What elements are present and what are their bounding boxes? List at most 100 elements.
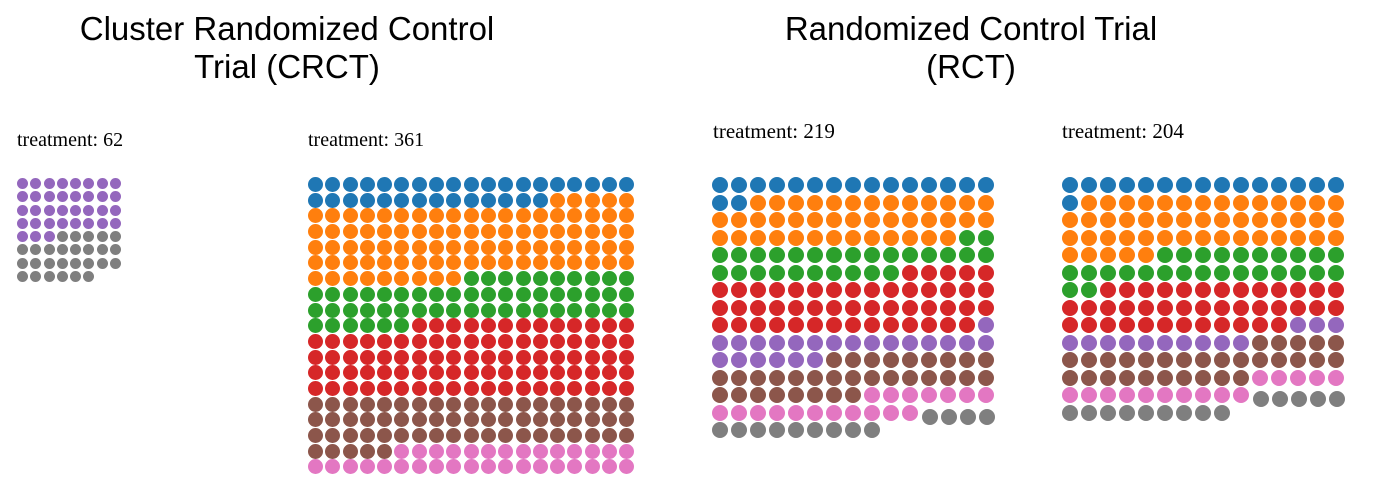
waffle-row: [308, 302, 637, 318]
pink-dot: [1157, 387, 1173, 403]
orange-dot: [712, 212, 728, 228]
orange-dot: [750, 229, 766, 246]
gray-dot: [96, 257, 108, 269]
red-dot: [446, 333, 462, 349]
blue-dot: [446, 192, 462, 208]
pink-dot: [1252, 369, 1268, 386]
green-dot: [480, 286, 496, 302]
gray-dot: [56, 271, 68, 283]
gray-dot: [83, 257, 95, 269]
brown-dot: [567, 428, 583, 443]
brown-dot: [429, 396, 445, 412]
orange-dot: [1214, 229, 1230, 246]
blue-dot: [325, 177, 341, 192]
brown-dot: [1119, 369, 1135, 386]
blue-dot: [550, 177, 566, 192]
orange-dot: [788, 229, 804, 246]
green-dot: [446, 286, 462, 302]
red-dot: [394, 333, 410, 349]
red-dot: [480, 349, 496, 365]
green-dot: [883, 264, 899, 281]
red-dot: [1214, 317, 1230, 333]
purple-dot: [96, 191, 108, 203]
brown-dot: [1195, 369, 1211, 386]
pink-dot: [480, 459, 496, 475]
red-dot: [1119, 317, 1135, 333]
brown-dot: [1062, 369, 1078, 386]
orange-dot: [342, 208, 358, 224]
blue-dot: [1290, 177, 1306, 193]
orange-dot: [584, 192, 600, 208]
purple-dot: [110, 191, 122, 203]
purple-dot: [1214, 334, 1230, 351]
green-dot: [1100, 264, 1116, 281]
orange-dot: [602, 192, 618, 208]
gray-dot: [70, 257, 82, 269]
blue-dot: [883, 177, 899, 193]
rct-title-line-1: Randomized Control Trial: [784, 10, 1158, 47]
green-dot: [883, 247, 899, 263]
green-dot: [515, 302, 531, 318]
red-dot: [769, 317, 785, 333]
orange-dot: [1176, 229, 1192, 246]
red-dot: [619, 318, 635, 334]
waffle-row: [1062, 229, 1347, 246]
brown-dot: [429, 412, 445, 428]
red-dot: [463, 349, 479, 365]
brown-dot: [769, 369, 785, 386]
purple-dot: [1309, 317, 1325, 333]
gray-dot: [43, 257, 55, 269]
purple-dot: [43, 231, 55, 243]
red-dot: [463, 365, 479, 381]
blue-dot: [325, 192, 341, 208]
brown-dot: [411, 428, 427, 443]
green-dot: [498, 302, 514, 318]
green-dot: [1328, 247, 1344, 263]
brown-dot: [1290, 352, 1306, 368]
brown-dot: [342, 428, 358, 443]
red-dot: [1119, 282, 1135, 298]
pink-dot: [584, 459, 600, 475]
green-dot: [940, 247, 956, 263]
pink-dot: [959, 387, 975, 403]
pink-dot: [883, 387, 899, 403]
waffle-row: [712, 194, 997, 211]
red-dot: [532, 318, 548, 334]
dot-grid: [17, 178, 123, 284]
brown-dot: [921, 352, 937, 368]
red-dot: [788, 282, 804, 298]
crct-panel-title: Cluster Randomized Control Trial (CRCT): [47, 10, 527, 86]
red-dot: [883, 299, 899, 316]
waffle-row: [308, 333, 637, 349]
gray-dot: [769, 422, 785, 438]
purple-dot: [978, 317, 994, 333]
blue-dot: [480, 192, 496, 208]
brown-dot: [602, 396, 618, 412]
orange-dot: [429, 271, 445, 287]
orange-dot: [342, 271, 358, 287]
blue-dot: [411, 192, 427, 208]
purple-dot: [43, 178, 55, 189]
orange-dot: [602, 239, 618, 255]
brown-dot: [1062, 352, 1078, 368]
brown-dot: [1081, 352, 1097, 368]
orange-dot: [567, 192, 583, 208]
red-dot: [550, 333, 566, 349]
purple-dot: [902, 334, 918, 351]
orange-dot: [902, 194, 918, 211]
red-dot: [902, 282, 918, 298]
gray-dot: [788, 422, 804, 438]
purple-dot: [30, 204, 42, 216]
orange-dot: [1081, 247, 1097, 263]
red-dot: [342, 365, 358, 381]
purple-dot: [750, 352, 766, 368]
red-dot: [1138, 282, 1154, 298]
orange-dot: [978, 194, 994, 211]
orange-dot: [940, 229, 956, 246]
orange-dot: [1309, 229, 1325, 246]
orange-dot: [325, 271, 341, 287]
brown-dot: [1233, 352, 1249, 368]
orange-dot: [1062, 247, 1078, 263]
red-dot: [602, 349, 618, 365]
waffle-row: [308, 255, 637, 271]
